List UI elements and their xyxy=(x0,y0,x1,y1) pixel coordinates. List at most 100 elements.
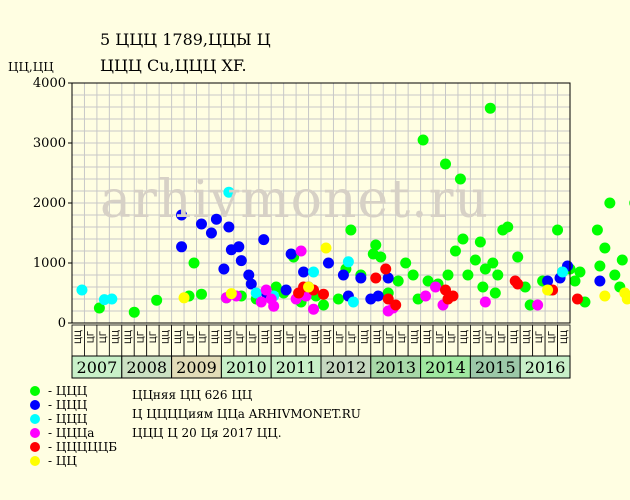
quarter-label: ЦЦ xyxy=(473,330,483,344)
data-point xyxy=(258,234,270,246)
data-point xyxy=(218,263,230,275)
chart-title-line1: 5 ЦЦЦ 1789,ЦЦЫ Ц xyxy=(100,30,271,49)
data-point xyxy=(345,224,357,236)
data-point xyxy=(477,281,489,293)
data-point xyxy=(322,257,334,269)
watermark-text: arhivmonet.ru xyxy=(100,170,490,230)
data-point xyxy=(223,186,235,198)
data-point xyxy=(106,293,118,305)
note-line-3: ЦЦЦ Ц 20 Ця 2017 ЦЦ. xyxy=(132,426,282,440)
legend-item-2: - ЦЦЦ xyxy=(30,398,117,412)
year-label: 2008 xyxy=(126,358,167,377)
note-line-1: ЦЦняя ЦЦ 626 ЦЦ xyxy=(132,388,253,402)
quarter-label: ЦЦ xyxy=(112,330,122,344)
legend-label-3: - ЦЦЦ xyxy=(48,412,88,426)
data-point xyxy=(542,275,554,287)
data-point xyxy=(392,275,404,287)
data-point xyxy=(235,255,247,267)
data-point xyxy=(462,269,474,281)
data-point xyxy=(420,290,432,302)
legend-label-5: - ЦЦЦЦЦБ xyxy=(48,440,118,454)
data-point xyxy=(594,275,606,287)
legend-item-5: - ЦЦЦЦЦБ xyxy=(30,440,117,454)
quarter-label: ЦГ xyxy=(149,331,159,343)
data-point xyxy=(594,260,606,272)
legend-label-4: - ЦЦЦа xyxy=(48,426,95,440)
data-point xyxy=(382,272,394,284)
data-point xyxy=(250,287,262,299)
quarter-label: ЦЦ xyxy=(74,330,84,344)
data-point xyxy=(317,299,329,311)
data-point xyxy=(417,134,429,146)
data-point xyxy=(270,281,282,293)
year-label: 2014 xyxy=(425,358,466,377)
quarter-label: ЦЦ xyxy=(174,330,184,344)
quarter-label: ЦЦ xyxy=(124,330,134,344)
quarter-label: ЦЦ xyxy=(323,330,333,344)
data-point xyxy=(375,251,387,263)
data-point xyxy=(260,284,272,296)
y-tick-label: 4000 xyxy=(33,76,66,91)
data-point xyxy=(233,241,245,253)
data-point xyxy=(621,293,630,305)
quarter-label: ЦГ xyxy=(485,331,495,343)
data-point xyxy=(616,254,628,266)
data-point xyxy=(370,239,382,251)
year-label: 2013 xyxy=(375,358,416,377)
legend: - ЦЦЦ - ЦЦЦ - ЦЦЦ - ЦЦЦа - ЦЦЦЦЦБ - ЦЦ xyxy=(30,384,117,468)
year-label: 2010 xyxy=(226,358,267,377)
data-point xyxy=(320,242,332,254)
y-axis-label: ЦЦ,ЦЦ xyxy=(8,60,54,74)
quarter-label: ЦЦ xyxy=(161,330,171,344)
data-point xyxy=(308,303,320,315)
quarter-label: ЦГ xyxy=(336,331,346,343)
y-tick-label: 0 xyxy=(58,316,66,331)
quarter-label: ЦЦ xyxy=(211,330,221,344)
quarter-label: ЦЦ xyxy=(373,330,383,344)
data-point xyxy=(604,197,616,209)
data-point xyxy=(574,266,586,278)
quarter-label: ЦГ xyxy=(435,331,445,343)
quarter-label: ЦГ xyxy=(348,331,358,343)
legend-item-4: - ЦЦЦа xyxy=(30,426,117,440)
quarter-label: ЦГ xyxy=(398,331,408,343)
data-point xyxy=(430,281,442,293)
quarter-label: ЦГ xyxy=(298,331,308,343)
data-point xyxy=(609,269,621,281)
data-point xyxy=(298,266,310,278)
plot-frame xyxy=(71,82,571,324)
data-point xyxy=(195,218,207,230)
data-point xyxy=(440,158,451,170)
data-point xyxy=(342,256,354,268)
data-point xyxy=(285,248,297,260)
year-label: 2009 xyxy=(176,358,217,377)
data-point xyxy=(332,293,344,305)
data-point xyxy=(347,296,359,308)
data-point xyxy=(355,272,367,284)
quarter-label: ЦГ xyxy=(385,331,395,343)
data-point xyxy=(223,221,235,233)
legend-dot-6 xyxy=(30,456,40,466)
legend-dot-1 xyxy=(30,386,40,396)
data-point xyxy=(176,241,188,253)
quarter-label: ЦГ xyxy=(448,331,458,343)
quarter-label: ЦЦ xyxy=(273,330,283,344)
data-point xyxy=(557,266,569,278)
data-point xyxy=(532,299,544,311)
year-label: 2016 xyxy=(525,358,566,377)
quarter-label: ЦЦ xyxy=(423,330,433,344)
quarter-label: ЦЦ xyxy=(361,330,371,344)
legend-item-1: - ЦЦЦ xyxy=(30,384,117,398)
quarter-label: ЦГ xyxy=(87,331,97,343)
data-point xyxy=(512,251,524,263)
data-point xyxy=(128,306,140,318)
quarter-label: ЦГ xyxy=(547,331,557,343)
quarter-label: ЦЦ xyxy=(410,330,420,344)
quarter-label: ЦЦ xyxy=(560,330,570,344)
data-point xyxy=(487,257,499,269)
data-point xyxy=(243,269,255,281)
legend-item-3: - ЦЦЦ xyxy=(30,412,117,426)
data-point xyxy=(542,284,554,296)
data-point xyxy=(489,287,501,299)
quarter-label: ЦГ xyxy=(99,331,109,343)
